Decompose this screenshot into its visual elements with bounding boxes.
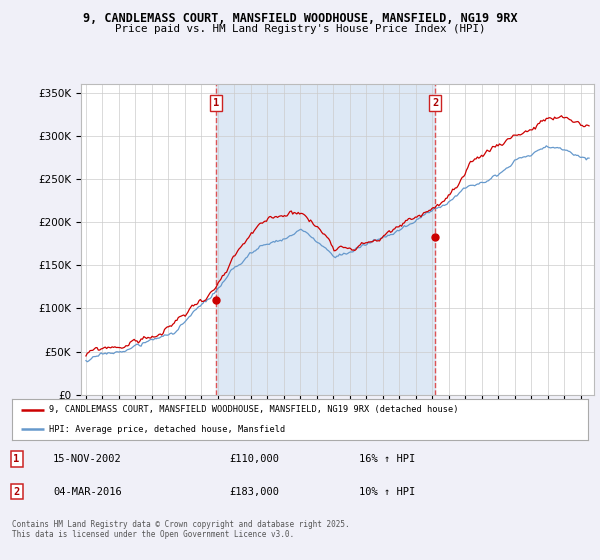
Text: 9, CANDLEMASS COURT, MANSFIELD WOODHOUSE, MANSFIELD, NG19 9RX (detached house): 9, CANDLEMASS COURT, MANSFIELD WOODHOUSE…	[49, 405, 459, 414]
Text: Contains HM Land Registry data © Crown copyright and database right 2025.
This d: Contains HM Land Registry data © Crown c…	[12, 520, 350, 539]
Text: 16% ↑ HPI: 16% ↑ HPI	[359, 454, 415, 464]
Text: 2: 2	[432, 98, 438, 108]
Text: 15-NOV-2002: 15-NOV-2002	[53, 454, 122, 464]
Text: HPI: Average price, detached house, Mansfield: HPI: Average price, detached house, Mans…	[49, 424, 286, 433]
Text: Price paid vs. HM Land Registry's House Price Index (HPI): Price paid vs. HM Land Registry's House …	[115, 24, 485, 34]
Bar	[216, 84, 435, 395]
Text: £110,000: £110,000	[229, 454, 280, 464]
Text: 10% ↑ HPI: 10% ↑ HPI	[359, 487, 415, 497]
Text: 04-MAR-2016: 04-MAR-2016	[53, 487, 122, 497]
Text: £183,000: £183,000	[229, 487, 280, 497]
Text: 1: 1	[13, 454, 20, 464]
Text: 1: 1	[213, 98, 219, 108]
Text: 9, CANDLEMASS COURT, MANSFIELD WOODHOUSE, MANSFIELD, NG19 9RX: 9, CANDLEMASS COURT, MANSFIELD WOODHOUSE…	[83, 12, 517, 25]
Text: 2: 2	[13, 487, 20, 497]
